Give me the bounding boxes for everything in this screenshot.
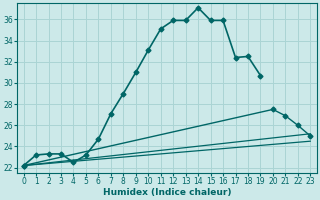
X-axis label: Humidex (Indice chaleur): Humidex (Indice chaleur) [103, 188, 231, 197]
